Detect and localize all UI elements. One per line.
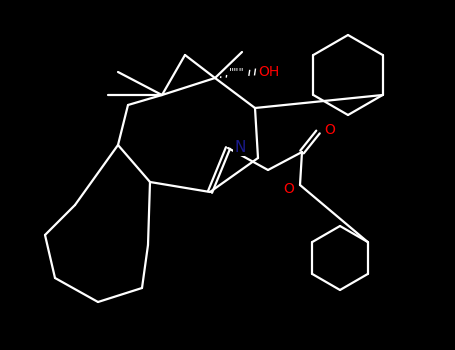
Text: O: O [283, 182, 294, 196]
Text: """: """ [229, 67, 245, 77]
Text: O: O [324, 123, 335, 137]
Text: N: N [234, 140, 245, 155]
Text: OH: OH [258, 65, 279, 79]
